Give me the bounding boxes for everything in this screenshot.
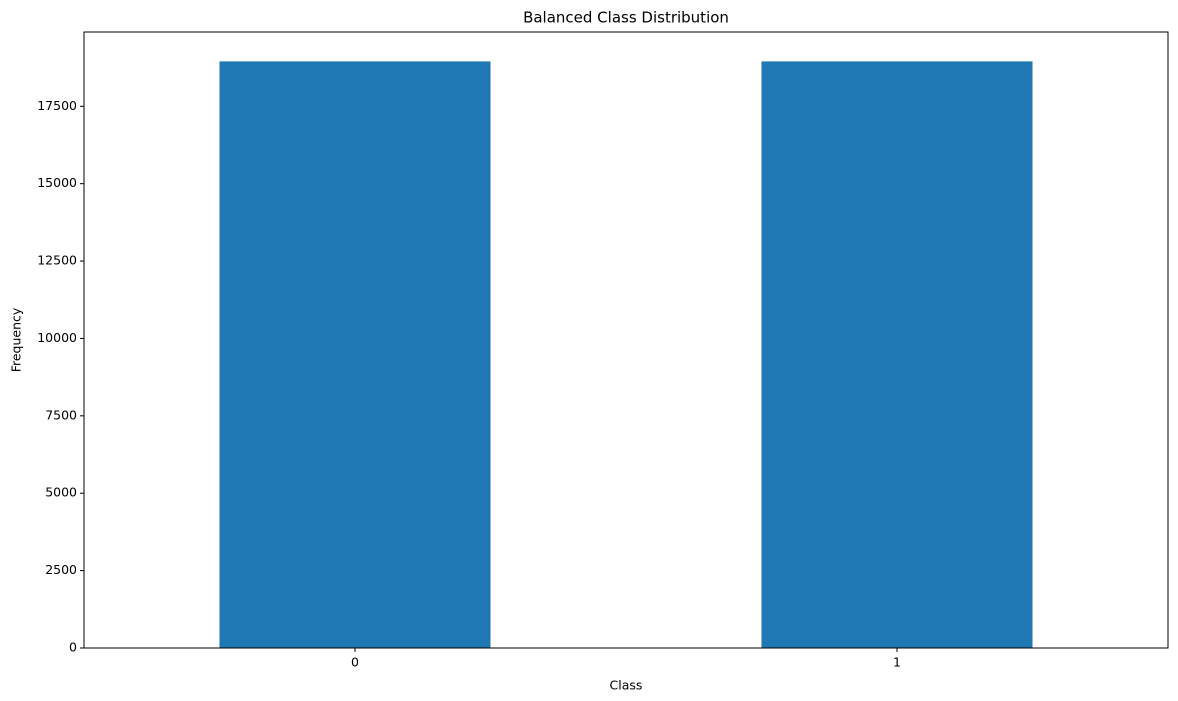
- x-axis-label: Class: [610, 678, 643, 693]
- x-tick-label: 1: [893, 655, 901, 670]
- x-tick-label: 0: [351, 655, 359, 670]
- y-tick-label: 5000: [45, 485, 77, 500]
- y-tick-label: 7500: [45, 407, 77, 422]
- y-axis-label: Frequency: [9, 307, 24, 372]
- y-tick-label: 0: [69, 640, 77, 655]
- plot-frame: [83, 31, 1169, 649]
- y-tick-label: 10000: [37, 330, 77, 345]
- bar: [219, 61, 491, 648]
- y-tick-label: 15000: [37, 175, 77, 190]
- y-tick-label: 12500: [37, 253, 77, 268]
- y-tick-label: 17500: [37, 98, 77, 113]
- bar: [761, 61, 1033, 648]
- chart-title: Balanced Class Distribution: [523, 9, 729, 27]
- y-tick-label: 2500: [45, 562, 77, 577]
